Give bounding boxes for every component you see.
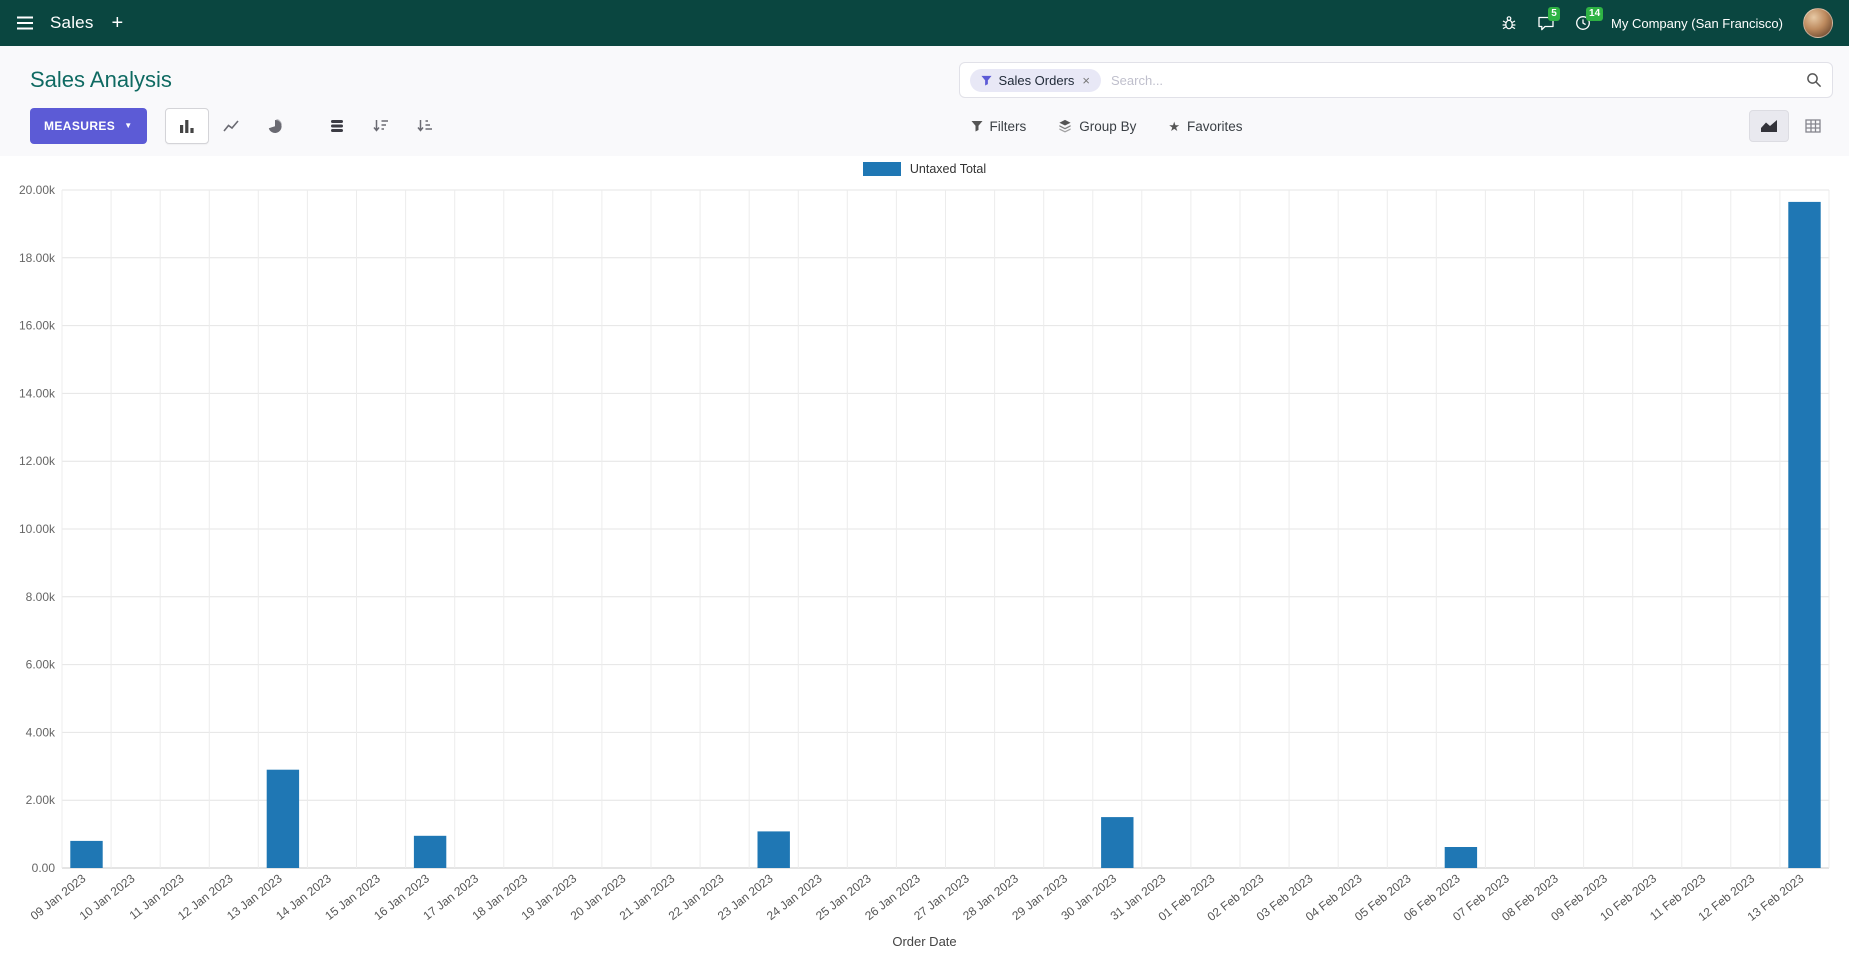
svg-text:10.00k: 10.00k [19, 522, 56, 536]
search-bar[interactable]: Sales Orders × [958, 62, 1833, 98]
line-chart-button[interactable] [209, 108, 253, 144]
filters-label: Filters [989, 118, 1027, 134]
svg-text:0.00: 0.00 [32, 861, 56, 875]
view-switcher [1749, 110, 1833, 142]
stacked-toggle-button[interactable] [315, 108, 359, 144]
graph-view-button[interactable] [1749, 110, 1789, 142]
sort-ascending-button[interactable] [403, 108, 447, 144]
bar[interactable] [1444, 847, 1478, 868]
filters-funnel-icon [971, 120, 983, 132]
svg-text:18.00k: 18.00k [19, 251, 56, 265]
control-panel: Sales Analysis Sales Orders × MEASURES ▼ [0, 46, 1849, 156]
search-options: Filters Group By ★ Favorites [959, 119, 1243, 134]
chart-plot[interactable]: 0.00 2.00k 4.00k 6.00k 8.00k 10.00k 12.00k 14.0… [6, 182, 1843, 932]
measures-label: MEASURES [44, 119, 116, 133]
avatar[interactable] [1803, 8, 1833, 38]
svg-text:2.00k: 2.00k [26, 793, 56, 807]
messages-icon[interactable]: 5 [1537, 7, 1561, 31]
caret-down-icon: ▼ [124, 121, 133, 130]
navbar-systray: 5 14 My Company (San Francisco) [1501, 7, 1833, 38]
search-icon[interactable] [1806, 72, 1822, 88]
activities-icon[interactable]: 14 [1575, 7, 1604, 31]
bar[interactable] [1101, 817, 1134, 868]
group-by-layers-icon [1058, 119, 1072, 133]
legend-swatch [862, 162, 901, 176]
apps-menu-icon[interactable] [16, 16, 34, 30]
debug-bug-icon[interactable] [1501, 15, 1517, 31]
legend-label: Untaxed Total [909, 162, 987, 176]
svg-text:4.00k: 4.00k [26, 725, 56, 739]
activities-badge: 14 [1586, 7, 1604, 21]
bar-chart-button[interactable] [164, 108, 209, 144]
page-title: Sales Analysis [30, 67, 172, 92]
favorites-star-icon: ★ [1168, 118, 1180, 134]
search-input[interactable] [1109, 71, 1798, 89]
search-facet-label: Sales Orders [998, 72, 1075, 88]
search-facet[interactable]: Sales Orders × [969, 68, 1102, 92]
bar[interactable] [413, 835, 447, 868]
filter-funnel-icon [981, 75, 992, 86]
svg-text:6.00k: 6.00k [26, 658, 56, 672]
chart-options [315, 108, 447, 144]
measures-button[interactable]: MEASURES ▼ [30, 108, 147, 144]
company-switcher[interactable]: My Company (San Francisco) [1611, 15, 1783, 31]
app-name[interactable]: Sales [50, 13, 94, 32]
svg-text:12.00k: 12.00k [19, 454, 56, 468]
pivot-view-button[interactable] [1793, 110, 1833, 142]
messages-badge: 5 [1548, 7, 1561, 21]
filters-button[interactable]: Filters [971, 118, 1027, 134]
chart-plot-area: 0.00 2.00k 4.00k 6.00k 8.00k 10.00k 12.00k 14.0… [6, 182, 1843, 932]
plus-icon[interactable]: + [111, 11, 124, 34]
chart-type-switcher [164, 108, 297, 144]
group-by-button[interactable]: Group By [1058, 119, 1136, 134]
sort-descending-button[interactable] [359, 108, 403, 144]
favorites-label: Favorites [1186, 118, 1243, 134]
bar[interactable] [266, 769, 300, 868]
group-by-label: Group By [1079, 118, 1137, 134]
svg-text:14.00k: 14.00k [19, 386, 56, 400]
svg-text:20.00k: 20.00k [19, 183, 56, 197]
chart-legend[interactable]: Untaxed Total [6, 156, 1843, 182]
svg-text:16.00k: 16.00k [19, 319, 56, 333]
bar[interactable] [1788, 201, 1821, 868]
bar[interactable] [757, 831, 790, 868]
facet-remove-icon[interactable]: × [1082, 72, 1091, 88]
bar[interactable] [70, 840, 103, 868]
x-axis-title: Order Date [892, 934, 957, 949]
favorites-button[interactable]: ★ Favorites [1168, 119, 1242, 134]
pie-chart-button[interactable] [253, 108, 297, 144]
bar-chart: Untaxed Total 0.00 2.00k 4.00k 6.00k 8.00k 10… [0, 156, 1849, 958]
svg-text:8.00k: 8.00k [26, 590, 56, 604]
top-navbar: Sales + 5 14 My Company (San Francisco) [0, 0, 1849, 46]
